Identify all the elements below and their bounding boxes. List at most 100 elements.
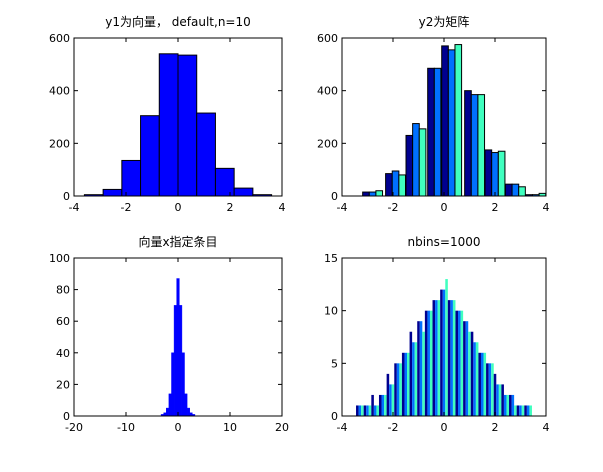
x-tick-label: 0 <box>441 421 448 434</box>
bar <box>455 310 459 416</box>
bar <box>511 394 515 416</box>
bar <box>427 310 430 416</box>
x-tick-label: -20 <box>65 421 83 434</box>
y-tick-label: 0 <box>63 410 70 423</box>
bar <box>504 183 513 197</box>
bar <box>454 44 463 197</box>
bar <box>429 310 433 416</box>
subplot-3: -20 -10 0 10 20 0 20 40 60 80 100 向量x指定条目 <box>49 234 289 434</box>
x-tick-label: -2 <box>388 201 399 214</box>
y-tick-label: 200 <box>49 137 70 150</box>
subplot-4: -4 -2 0 2 4 0 5 10 15 nbins=1000 <box>324 235 550 434</box>
bar <box>394 363 397 416</box>
bar <box>196 112 216 197</box>
bar <box>424 310 428 416</box>
bar <box>407 352 410 416</box>
bar <box>514 405 517 416</box>
bar <box>497 150 506 197</box>
bar <box>177 54 198 197</box>
bar <box>121 159 142 197</box>
bar <box>368 191 377 197</box>
chart-title: y1为向量， default,n=10 <box>105 14 251 29</box>
y-tick-label: 600 <box>317 32 338 45</box>
bar <box>460 310 464 416</box>
bar <box>464 90 472 197</box>
bar <box>468 331 471 416</box>
bar <box>480 352 484 416</box>
bar <box>475 342 479 416</box>
bar <box>368 405 372 416</box>
bar <box>412 123 420 197</box>
bar <box>371 394 374 416</box>
bar <box>529 405 532 416</box>
bar <box>488 363 492 416</box>
y-tick-label: 0 <box>331 410 338 423</box>
bar <box>477 94 486 197</box>
bar <box>158 53 179 197</box>
bar <box>168 393 172 417</box>
bar <box>356 405 359 416</box>
bar <box>491 152 499 197</box>
bar <box>214 167 235 197</box>
bar <box>363 405 367 416</box>
y-tick-label: 100 <box>49 252 70 265</box>
x-tick-label: -4 <box>337 421 348 434</box>
bar <box>450 300 453 416</box>
chart-title: nbins=1000 <box>407 235 480 249</box>
bar <box>442 289 446 416</box>
bar <box>440 289 443 416</box>
bar <box>361 405 364 416</box>
bar <box>518 186 526 197</box>
bar <box>378 394 382 416</box>
bar <box>506 394 510 416</box>
x-tick-label: 2 <box>227 201 234 214</box>
chart-title: y2为矩阵 <box>419 15 470 29</box>
bar <box>447 49 456 197</box>
bar <box>511 183 520 197</box>
bar <box>447 300 451 416</box>
x-tick-label: 2 <box>492 201 499 214</box>
x-tick-label: -10 <box>117 421 135 434</box>
bar <box>418 128 427 197</box>
x-tick-label: 2 <box>492 421 499 434</box>
bar <box>362 191 370 197</box>
bar <box>470 331 474 416</box>
x-tick-label: 0 <box>441 201 448 214</box>
bar <box>184 393 188 417</box>
x-tick-label: 10 <box>223 421 237 434</box>
bar <box>385 173 393 197</box>
x-tick-label: -2 <box>388 421 399 434</box>
bar <box>401 352 405 416</box>
y-tick-label: 80 <box>56 284 70 297</box>
y-tick-label: 400 <box>49 85 70 98</box>
x-tick-label: 20 <box>275 421 289 434</box>
bar <box>386 373 390 416</box>
bar <box>433 67 442 197</box>
y-tick-label: 20 <box>56 378 70 391</box>
bar <box>509 394 512 416</box>
subplot-2: -4 -2 0 2 4 0 200 400 600 y2为矩阵 <box>317 15 550 214</box>
y-tick-label: 40 <box>56 347 70 360</box>
bar <box>398 174 406 197</box>
bar <box>491 363 494 416</box>
y-tick-label: 400 <box>317 85 338 98</box>
bar <box>437 300 441 416</box>
y-tick-label: 15 <box>324 252 338 265</box>
bar <box>233 187 254 197</box>
bar <box>473 342 476 416</box>
bar <box>465 321 469 416</box>
bar <box>373 405 377 416</box>
bar <box>463 321 466 416</box>
bar <box>503 394 507 416</box>
bar <box>396 363 400 416</box>
bar <box>140 115 160 197</box>
bar <box>381 394 385 416</box>
bar <box>414 342 418 416</box>
x-tick-label: 4 <box>279 201 286 214</box>
x-tick-label: 0 <box>175 421 182 434</box>
bar <box>445 279 448 416</box>
x-tick-label: 0 <box>175 201 182 214</box>
chart-title: 向量x指定条目 <box>138 234 217 249</box>
